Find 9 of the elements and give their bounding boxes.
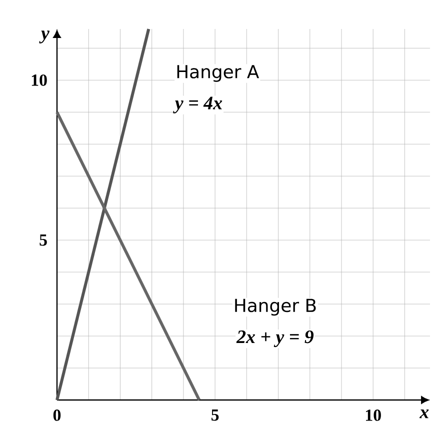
annotation: Hanger A (177, 65, 260, 82)
y-axis-title: y (39, 30, 50, 44)
x-tick-label: 5 (211, 409, 219, 421)
annotation: 2x + y = 9 (236, 330, 314, 348)
x-axis-title: x (419, 410, 429, 418)
annotation: Hanger B (235, 298, 316, 316)
x-tick-label: 0 (53, 409, 61, 421)
x-tick-label: 10 (366, 409, 381, 421)
annotation: y = 4x (173, 96, 222, 114)
